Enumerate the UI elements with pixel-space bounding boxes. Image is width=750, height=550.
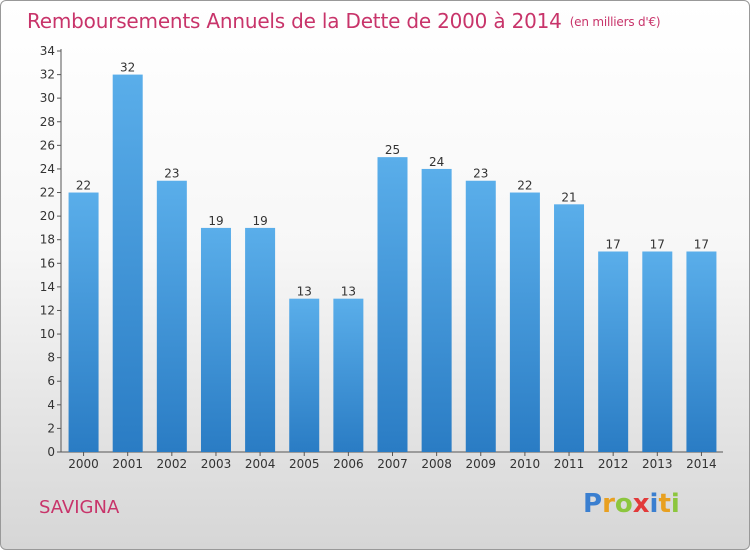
data-label-2002: 23 (164, 167, 179, 181)
y-tick-label: 22 (40, 186, 55, 200)
logo-letter: o (614, 489, 633, 519)
data-label-2004: 19 (252, 214, 267, 228)
logo-letter: i (670, 489, 680, 519)
data-label-2003: 19 (208, 214, 223, 228)
x-tick-label-2009: 2009 (465, 457, 496, 471)
bar-2003 (200, 227, 231, 452)
y-tick-label: 18 (40, 233, 55, 247)
bar-2008 (421, 168, 452, 453)
bar-2007 (377, 157, 408, 452)
y-tick-label: 12 (40, 303, 55, 317)
bar-2001 (112, 74, 143, 453)
data-label-2008: 24 (429, 155, 444, 169)
x-tick-label-2011: 2011 (554, 457, 585, 471)
y-tick-label: 30 (40, 91, 55, 105)
y-tick-label: 6 (47, 374, 55, 388)
data-label-2010: 22 (517, 179, 532, 193)
data-label-2006: 13 (341, 285, 356, 299)
y-tick-label: 4 (47, 398, 55, 412)
bar-2013 (642, 251, 673, 452)
chart-unit: (en milliers d'€) (569, 15, 661, 29)
bar-2009 (465, 180, 496, 452)
bar-2014 (686, 251, 717, 452)
bar-2011 (554, 204, 585, 452)
data-label-2007: 25 (385, 143, 400, 157)
data-label-2005: 13 (297, 285, 312, 299)
proxiti-logo[interactable]: Proxiti (583, 489, 680, 519)
chart-title: Remboursements Annuels de la Dette de 20… (27, 9, 661, 33)
x-tick-label-2014: 2014 (686, 457, 717, 471)
data-label-2014: 17 (694, 238, 709, 252)
x-tick-label-2004: 2004 (245, 457, 276, 471)
data-label-2009: 23 (473, 167, 488, 181)
y-tick-label: 8 (47, 351, 55, 365)
y-tick-label: 20 (40, 209, 55, 223)
y-tick-label: 14 (40, 280, 55, 294)
bar-2000 (68, 192, 99, 452)
y-tick-label: 26 (40, 138, 55, 152)
x-tick-label-2002: 2002 (157, 457, 188, 471)
chart-title-text: Remboursements Annuels de la Dette de 20… (27, 9, 562, 33)
x-tick-label-2000: 2000 (68, 457, 99, 471)
y-tick-label: 32 (40, 68, 55, 82)
bar-2002 (156, 180, 187, 452)
y-tick-label: 24 (40, 162, 55, 176)
x-tick-label-2012: 2012 (598, 457, 629, 471)
logo-letter: P (583, 489, 603, 519)
town-name: SAVIGNA (39, 497, 120, 518)
y-tick-label: 2 (47, 421, 55, 435)
bar-2010 (509, 192, 540, 452)
x-tick-label-2005: 2005 (289, 457, 320, 471)
data-label-2001: 32 (120, 61, 135, 75)
data-label-2013: 17 (650, 238, 665, 252)
logo-letter: i (649, 489, 659, 519)
logo-letter: r (602, 489, 615, 519)
data-label-2000: 22 (76, 179, 91, 193)
bar-2006 (333, 298, 364, 452)
y-tick-label: 28 (40, 115, 55, 129)
y-tick-label: 16 (40, 256, 55, 270)
bar-2005 (289, 298, 320, 452)
y-tick-label: 0 (47, 445, 55, 459)
data-label-2012: 17 (606, 238, 621, 252)
y-tick-label: 34 (40, 44, 55, 58)
logo-letter: t (658, 489, 671, 519)
x-tick-label-2007: 2007 (377, 457, 408, 471)
bar-2012 (598, 251, 629, 452)
bar-2004 (245, 227, 276, 452)
x-tick-label-2003: 2003 (201, 457, 232, 471)
x-tick-label-2010: 2010 (510, 457, 541, 471)
x-tick-label-2013: 2013 (642, 457, 673, 471)
x-tick-label-2006: 2006 (333, 457, 364, 471)
y-tick-label: 10 (40, 327, 55, 341)
x-tick-label-2008: 2008 (421, 457, 452, 471)
data-label-2011: 21 (561, 190, 576, 204)
x-tick-label-2001: 2001 (112, 457, 143, 471)
logo-letter: x (632, 489, 650, 519)
